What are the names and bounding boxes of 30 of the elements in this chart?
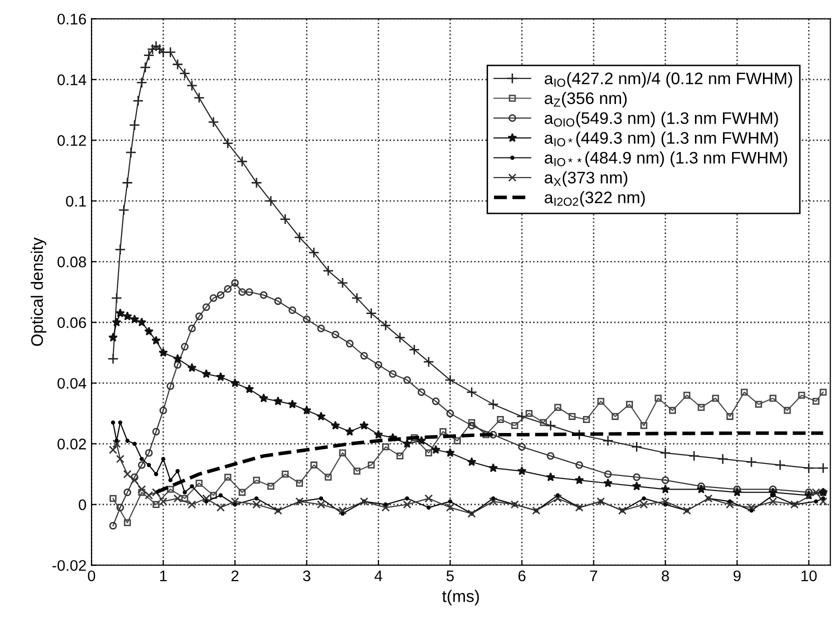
y-tick-label: 0.04 — [58, 378, 86, 389]
y-tick-label: 0.14 — [58, 74, 86, 86]
y-tick-label: -0.02 — [52, 560, 86, 571]
legend-label: a$_{Z}$(356 nm) — [544, 92, 627, 108]
y-tick-label: 0.06 — [58, 317, 86, 328]
x-tick-label: 5 — [446, 570, 454, 582]
legend-label: a$_{OIO}$(549.3 nm) (1.3 nm FWHM) — [544, 112, 778, 128]
x-tick-label: 8 — [662, 570, 669, 582]
x-tick-label: 4 — [374, 570, 382, 582]
x-tick-label: 0 — [88, 570, 96, 582]
legend-label: a$_{IO*}$(449.3 nm) (1.3 nm FWHM) — [544, 132, 778, 148]
x-tick-label: 10 — [801, 570, 817, 582]
y-tick-label: 0.08 — [58, 256, 86, 268]
x-tick-label: 2 — [232, 570, 238, 582]
y-tick-label: 0.12 — [58, 135, 86, 146]
legend-label: a$_{X}$(373 nm) — [544, 171, 628, 187]
x-tick-label: 3 — [303, 570, 310, 582]
x-tick-label: 9 — [734, 570, 741, 582]
y-tick-label: 0 — [78, 499, 86, 510]
y-axis-title: Optical density — [30, 237, 46, 346]
x-tick-label: 1 — [160, 570, 167, 582]
y-tick-label: 0.02 — [58, 438, 86, 450]
legend-label: a$_{IO}$(427.2 nm)/4 (0.12 nm FWHM) — [544, 72, 792, 88]
x-tick-label: 6 — [518, 570, 526, 582]
x-tick-label: 7 — [590, 570, 598, 582]
y-tick-label: 0.16 — [58, 14, 86, 25]
y-tick-label: 0.1 — [66, 196, 86, 207]
legend-label: a$_{I2O2}$(322 nm) — [544, 191, 645, 207]
legend-label: a$_{IO**}$(484.9 nm) (1.3 nm FWHM) — [544, 151, 788, 167]
x-axis-title: t(ms) — [442, 590, 479, 606]
